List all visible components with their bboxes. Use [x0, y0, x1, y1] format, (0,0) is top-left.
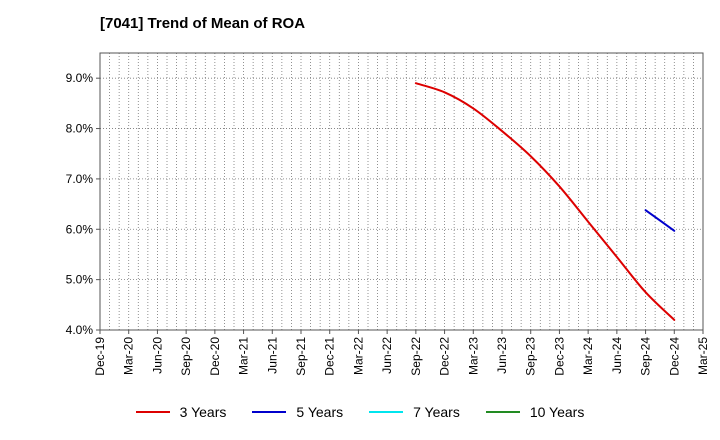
x-tick-label: Mar-20	[122, 337, 136, 375]
x-tick-label: Jun-21	[265, 337, 279, 374]
y-tick-label: 4.0%	[66, 323, 94, 337]
legend-label-3-years: 3 Years	[179, 404, 227, 420]
x-tick-label: Mar-23	[466, 337, 480, 375]
x-tick-label: Dec-19	[93, 337, 107, 376]
y-tick-label: 8.0%	[66, 122, 94, 136]
legend-label-5-years: 5 Years	[296, 404, 344, 420]
x-tick-label: Sep-22	[409, 337, 423, 376]
x-tick-label: Jun-22	[380, 337, 394, 374]
x-tick-label: Jun-23	[495, 337, 509, 374]
legend-swatch-7-years	[369, 411, 404, 413]
x-tick-label: Dec-21	[323, 337, 337, 376]
legend: 3 Years 5 Years 7 Years 10 Years	[0, 404, 720, 420]
x-tick-label: Sep-23	[524, 337, 538, 376]
x-tick-label: Sep-20	[179, 337, 193, 376]
series-line-5-years	[644, 209, 676, 232]
y-tick-label: 7.0%	[66, 172, 94, 186]
x-tick-label: Mar-24	[581, 337, 595, 375]
legend-label-10-years: 10 Years	[529, 404, 585, 420]
x-tick-label: Dec-20	[208, 337, 222, 376]
plot-border	[99, 52, 704, 331]
x-tick-label: Dec-24	[667, 337, 681, 376]
x-tick-label: Mar-25	[696, 337, 710, 375]
chart-title: [7041] Trend of Mean of ROA	[100, 15, 306, 32]
series-line-3-years	[414, 82, 676, 321]
x-tick-label: Sep-24	[639, 337, 653, 376]
legend-item-5-years: 5 Years	[252, 404, 343, 420]
legend-item-3-years: 3 Years	[135, 404, 227, 420]
y-tick-label: 9.0%	[66, 71, 94, 85]
legend-label-7-years: 7 Years	[413, 404, 460, 420]
plot-area	[100, 53, 703, 330]
line-chart: 4.0% 5.0% 6.0% 7.0% 8.0% 9.0% Dec-19 Mar-20 Jun-…	[66, 52, 710, 376]
legend-swatch-5-years	[252, 411, 287, 413]
legend-swatch-10-years	[485, 411, 520, 413]
x-tick-label: Mar-21	[237, 337, 251, 375]
legend-item-7-years: 7 Years	[369, 404, 460, 420]
x-tick-label: Sep-21	[294, 337, 308, 376]
x-tick-label: Dec-23	[552, 337, 566, 376]
x-tick-label: Dec-22	[438, 337, 452, 376]
x-tick-label: Mar-22	[351, 337, 365, 375]
legend-item-10-years: 10 Years	[485, 404, 585, 420]
x-tick-label: Jun-24	[610, 337, 624, 374]
y-tick-label: 5.0%	[66, 273, 94, 287]
legend-swatch-3-years	[135, 411, 170, 413]
x-tick-label: Jun-20	[150, 337, 164, 374]
y-tick-label: 6.0%	[66, 222, 94, 236]
